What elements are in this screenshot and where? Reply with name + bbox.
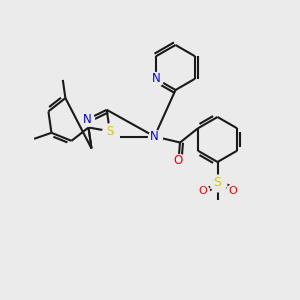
- Text: O: O: [174, 154, 183, 167]
- Text: N: N: [83, 113, 92, 126]
- Text: O: O: [198, 185, 207, 196]
- Text: O: O: [228, 185, 237, 196]
- Text: S: S: [106, 125, 113, 138]
- Text: S: S: [214, 176, 221, 190]
- Text: N: N: [150, 130, 159, 143]
- Text: N: N: [152, 72, 160, 85]
